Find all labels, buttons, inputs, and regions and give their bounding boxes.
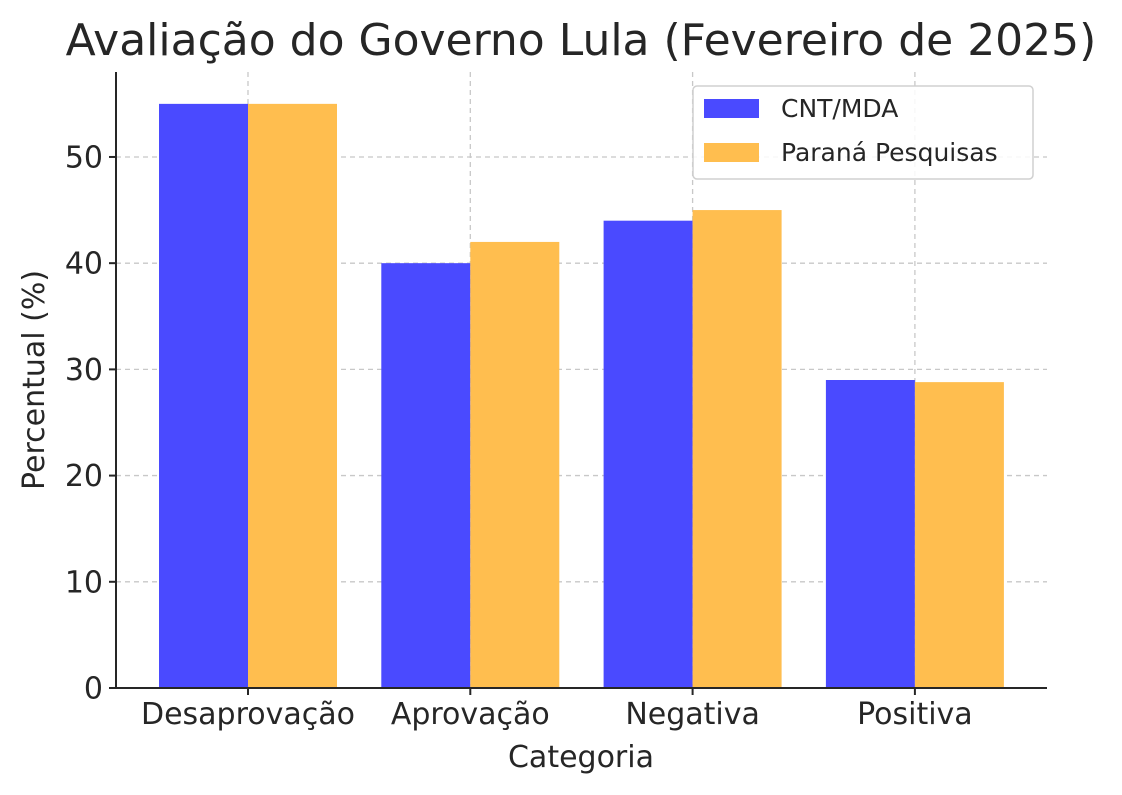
axis-ticks: 0 10 20 30 40 50 Desaprovação Aprovação Negativa… [65, 140, 973, 732]
x-tick-label-positiva: Positiva [857, 697, 973, 732]
y-tick-label-10: 10 [65, 565, 103, 600]
x-axis-title: Categoria [508, 740, 654, 775]
bar-parana-pesquisas-desaprovacao [248, 103, 337, 689]
legend-label-parana-pesquisas: Paraná Pesquisas [781, 138, 998, 167]
bar-cnt-mda-desaprovacao [159, 103, 248, 689]
x-tick-label-aprovacao: Aprovação [391, 697, 550, 732]
y-tick-label-50: 50 [65, 140, 103, 175]
chart-title: Avaliação do Governo Lula (Fevereiro de … [66, 15, 1097, 66]
legend-frame [692, 85, 1034, 180]
legend: CNT/MDA Paraná Pesquisas [692, 85, 1034, 180]
bar-parana-pesquisas-aprovacao [470, 241, 560, 688]
y-tick-label-40: 40 [65, 247, 103, 282]
bar-parana-pesquisas-negativa [692, 210, 782, 688]
y-tick-label-30: 30 [65, 353, 103, 388]
bar-cnt-mda-positiva [825, 380, 915, 688]
y-tick-label-0: 0 [84, 672, 103, 707]
legend-label-cnt-mda: CNT/MDA [781, 94, 898, 123]
legend-swatch-cnt-mda [704, 99, 759, 118]
x-tick-label-desaprovacao: Desaprovação [141, 697, 355, 732]
legend-swatch-parana-pesquisas [704, 143, 759, 162]
y-axis-title: Percentual (%) [17, 270, 52, 490]
bar-parana-pesquisas-positiva [914, 382, 1004, 688]
bar-cnt-mda-negativa [603, 220, 693, 689]
bar-cnt-mda-aprovacao [381, 263, 471, 688]
x-tick-label-negativa: Negativa [625, 697, 760, 732]
y-tick-label-20: 20 [65, 459, 103, 494]
bars [159, 103, 1004, 689]
